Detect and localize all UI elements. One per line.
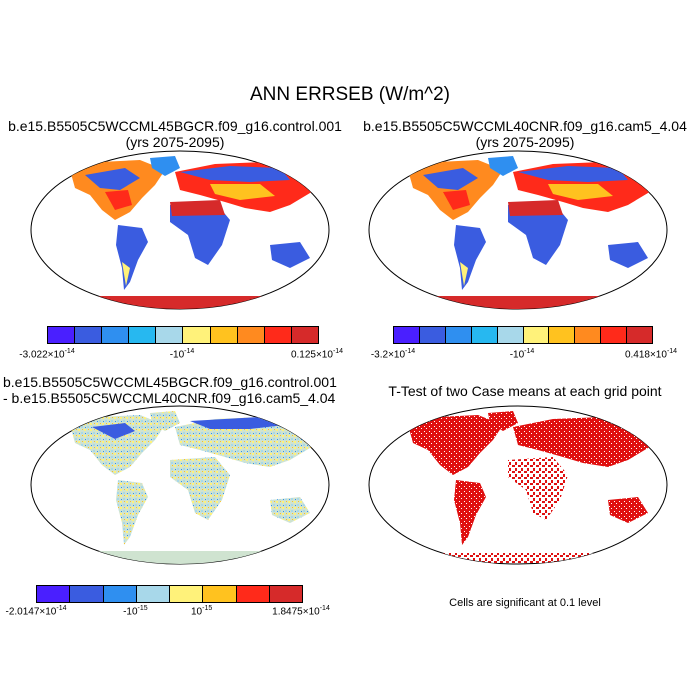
colorbar-swatch bbox=[70, 586, 104, 602]
colorbar-swatch bbox=[237, 327, 265, 343]
colorbar-swatch bbox=[549, 327, 576, 343]
panel-1-map bbox=[30, 150, 330, 310]
panel-1-title-line2: (yrs 2075-2095) bbox=[125, 134, 225, 150]
panel-4-map bbox=[368, 405, 668, 565]
colorbar-label: 0.418×10-14 bbox=[624, 348, 678, 361]
colorbar-swatch bbox=[48, 327, 76, 343]
colorbar-swatch bbox=[291, 327, 318, 343]
colorbar-swatch bbox=[170, 586, 204, 602]
colorbar-swatch bbox=[129, 327, 157, 343]
colorbar-swatch bbox=[575, 327, 602, 343]
colorbar-swatch bbox=[210, 327, 238, 343]
colorbar-swatch bbox=[136, 586, 170, 602]
colorbar-swatch bbox=[445, 327, 472, 343]
colorbar-label: -3.2×10-14 bbox=[370, 348, 416, 361]
australia bbox=[270, 242, 310, 268]
colorbar-label: -3.022×10-14 bbox=[19, 348, 75, 361]
panel-3-title-line1: b.e15.B5505C5WCCML45BGCR.f09_g16.control… bbox=[3, 374, 337, 390]
colorbar-swatch bbox=[203, 586, 237, 602]
colorbar-swatch bbox=[394, 327, 420, 343]
colorbar-swatch bbox=[103, 586, 137, 602]
colorbar-label: 1.8475×10-14 bbox=[272, 605, 330, 618]
colorbar-swatch bbox=[601, 327, 628, 343]
figure-title: ANN ERRSEB (W/m^2) bbox=[250, 84, 450, 105]
colorbar-swatch bbox=[471, 327, 498, 343]
colorbar-swatch bbox=[156, 327, 184, 343]
panel-1-colorbar bbox=[47, 326, 319, 344]
panel-3-title-line2: - b.e15.B5505C5WCCML40CNR.f09_g16.cam5_4… bbox=[3, 390, 336, 406]
panel-3-map bbox=[30, 405, 330, 565]
panel-4-note: Cells are significant at 0.1 level bbox=[449, 597, 601, 609]
colorbar-label: -10-14 bbox=[509, 348, 535, 361]
colorbar-swatch bbox=[236, 586, 270, 602]
colorbar-label: -10-15 bbox=[123, 605, 148, 618]
colorbar-swatch bbox=[627, 327, 653, 343]
colorbar-label: 0.125×10-14 bbox=[290, 348, 344, 361]
colorbar-swatch bbox=[183, 327, 211, 343]
panel-1-title: b.e15.B5505C5WCCML45BGCR.f09_g16.control… bbox=[0, 118, 350, 150]
colorbar-swatch bbox=[497, 327, 524, 343]
panel-4-title: T-Test of two Case means at each grid po… bbox=[388, 383, 662, 399]
colorbar-label: -10-14 bbox=[169, 348, 195, 361]
panel-2-title-line1: b.e15.B5505C5WCCML40CNR.f09_g16.cam5_4.0… bbox=[363, 118, 687, 134]
africa bbox=[170, 202, 230, 265]
colorbar-swatch bbox=[75, 327, 103, 343]
panel-2-title-line2: (yrs 2075-2095) bbox=[475, 134, 575, 150]
colorbar-swatch bbox=[269, 586, 302, 602]
panel-2-title: b.e15.B5505C5WCCML40CNR.f09_g16.cam5_4.0… bbox=[350, 118, 700, 150]
colorbar-swatch bbox=[523, 327, 550, 343]
panel-1-title-line1: b.e15.B5505C5WCCML45BGCR.f09_g16.control… bbox=[8, 118, 342, 134]
colorbar-swatch bbox=[102, 327, 130, 343]
colorbar-swatch bbox=[264, 327, 292, 343]
panel-2-map bbox=[368, 150, 668, 310]
colorbar-swatch bbox=[37, 586, 71, 602]
panel-3-colorbar bbox=[36, 585, 303, 603]
colorbar-label: -2.0147×10-14 bbox=[5, 605, 67, 618]
colorbar-swatch bbox=[419, 327, 446, 343]
panel-2-colorbar bbox=[393, 326, 653, 344]
panel-3-title: b.e15.B5505C5WCCML45BGCR.f09_g16.control… bbox=[3, 374, 337, 406]
colorbar-label: 10-15 bbox=[191, 605, 213, 618]
antarctica bbox=[31, 296, 329, 309]
greenland bbox=[150, 156, 180, 176]
